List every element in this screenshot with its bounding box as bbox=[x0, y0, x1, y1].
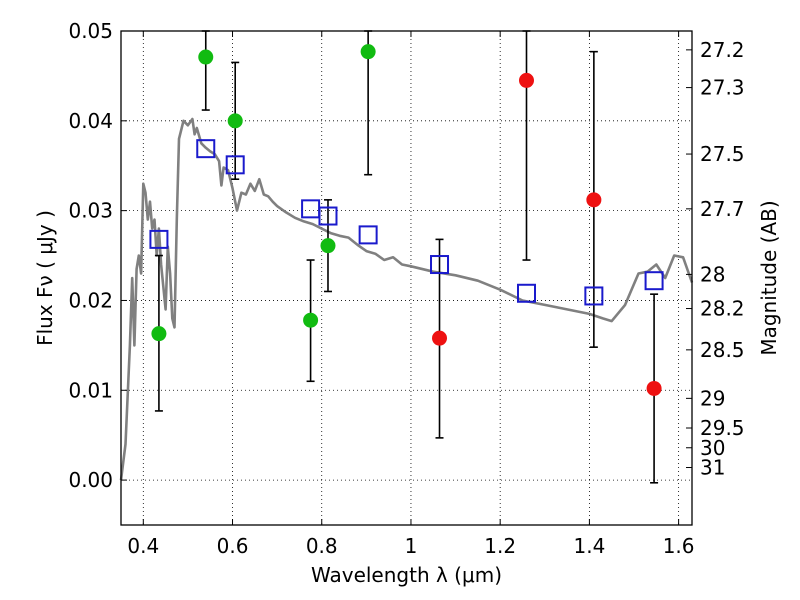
x-tick-label: 0.4 bbox=[127, 534, 159, 558]
x-tick-label: 0.8 bbox=[306, 534, 338, 558]
sed-line bbox=[119, 117, 694, 481]
y-tick-label: 0.02 bbox=[68, 288, 113, 312]
x-tick-label: 1.2 bbox=[484, 534, 516, 558]
y2-tick-label: 28 bbox=[700, 262, 725, 286]
y2-tick-label: 30 bbox=[700, 436, 725, 460]
tick-layer: 0.4 0.6 0.8 1 1.2 1.4 1.6 0.00 0.01 0.02 0.03 0.04 0… bbox=[68, 19, 744, 558]
y-tick-label: 0.04 bbox=[68, 109, 113, 133]
observed-point-layer bbox=[151, 44, 662, 396]
y2-tick-label: 28.5 bbox=[700, 338, 745, 362]
x-tick-label: 0.6 bbox=[217, 534, 249, 558]
sed-line-layer bbox=[119, 117, 694, 481]
plot-frame bbox=[120, 30, 693, 526]
observed-point bbox=[432, 330, 448, 346]
y2-tick-label: 29 bbox=[700, 386, 725, 410]
model-point bbox=[301, 199, 321, 219]
model-point bbox=[196, 139, 216, 159]
observed-point bbox=[646, 380, 662, 396]
y2-tick-label: 29.5 bbox=[700, 416, 745, 440]
y-axis-title: Flux Fν ( μJy ) bbox=[33, 210, 57, 346]
x-tick-label: 1.4 bbox=[573, 534, 605, 558]
y-tick-label: 0.00 bbox=[68, 468, 113, 492]
model-point bbox=[516, 283, 536, 303]
model-point bbox=[358, 225, 378, 245]
y2-tick-label: 28.2 bbox=[700, 297, 745, 321]
model-point bbox=[430, 255, 450, 275]
observed-point bbox=[198, 49, 214, 65]
x-axis-title: Wavelength λ (μm) bbox=[311, 563, 502, 587]
model-point bbox=[149, 229, 169, 249]
x-tick-label: 1.6 bbox=[663, 534, 695, 558]
y-tick-label: 0.03 bbox=[68, 199, 113, 223]
y-tick-label: 0.05 bbox=[68, 19, 113, 43]
x-tick-label: 1 bbox=[405, 534, 418, 558]
error-bar-layer bbox=[154, 30, 659, 484]
model-point bbox=[584, 286, 604, 306]
model-point bbox=[318, 206, 338, 226]
y2-tick-label: 27.5 bbox=[700, 142, 745, 166]
observed-point bbox=[303, 312, 319, 328]
observed-point bbox=[227, 113, 243, 129]
y2-tick-label: 27.7 bbox=[700, 197, 745, 221]
y2-tick-label: 31 bbox=[700, 456, 725, 480]
observed-point bbox=[360, 44, 376, 60]
model-point-layer bbox=[149, 139, 664, 306]
model-point bbox=[225, 155, 245, 175]
y2-tick-label: 27.3 bbox=[700, 76, 745, 100]
observed-point bbox=[518, 72, 534, 88]
y-tick-label: 0.01 bbox=[68, 378, 113, 402]
observed-point bbox=[586, 192, 602, 208]
grid bbox=[121, 30, 692, 525]
observed-point bbox=[151, 326, 167, 342]
observed-point bbox=[320, 238, 336, 254]
y2-axis-title: Magnitude (AB) bbox=[757, 200, 781, 355]
y2-tick-label: 27.2 bbox=[700, 38, 745, 62]
model-point bbox=[644, 271, 664, 291]
